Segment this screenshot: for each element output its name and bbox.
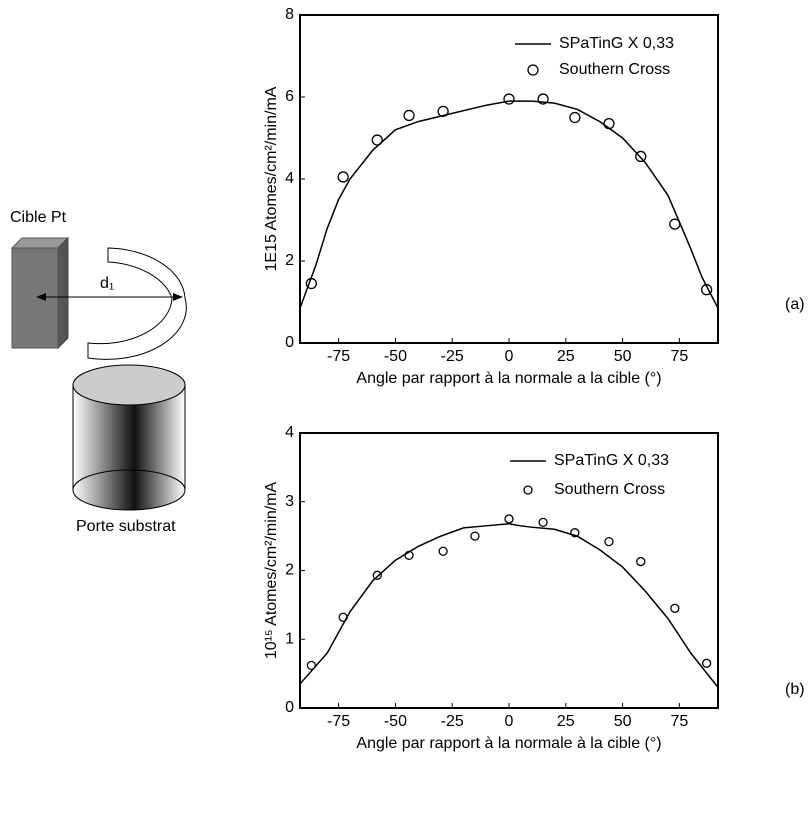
data-point: [437, 105, 449, 117]
x-tick-label: 25: [557, 348, 575, 365]
data-point: [337, 171, 349, 183]
data-point: [306, 660, 317, 671]
data-point: [603, 118, 615, 130]
data-point: [338, 612, 348, 622]
data-point: [403, 109, 415, 122]
x-tick-label: -25: [441, 348, 464, 365]
x-tick-label: -50: [384, 348, 407, 365]
data-point: [636, 556, 646, 567]
x-tick-label: -50: [384, 713, 407, 730]
holder-label: Porte substrat: [76, 518, 176, 535]
arrow-head: [173, 293, 183, 301]
x-tick-label: -75: [327, 348, 350, 365]
holder-body: [72, 384, 186, 511]
target-label: Cible Pt: [10, 209, 67, 226]
series-line: [299, 100, 719, 309]
data-point: [537, 93, 549, 105]
data-point: [372, 570, 382, 580]
data-point: [504, 514, 514, 524]
data-point: [635, 150, 647, 163]
y-tick-label: 0: [285, 699, 294, 716]
y-axis-label: 1E15 Atomes/cm²/min/mA: [263, 86, 280, 271]
data-point: [569, 111, 581, 124]
legend-label: SPaTinG X 0,33: [559, 35, 674, 52]
y-tick-label: 6: [285, 88, 294, 105]
y-tick-label: 0: [285, 334, 294, 351]
y-tick-label: 4: [285, 170, 294, 187]
data-point: [669, 218, 681, 230]
y-tick-label: 2: [285, 562, 294, 579]
diagram: Cible Pt d₁ Porte substrat: [10, 209, 187, 535]
holder-bottom: [72, 469, 186, 491]
y-tick-label: 1: [285, 630, 294, 647]
data-point: [404, 550, 414, 561]
data-point: [503, 93, 515, 105]
legend-label: Southern Cross: [559, 61, 670, 78]
legend-marker: [523, 485, 533, 495]
holder-top: [72, 364, 186, 406]
plot-frame: [299, 432, 719, 709]
y-tick-label: 8: [285, 6, 294, 23]
arrow-head: [36, 293, 46, 301]
y-tick-label: 2: [285, 252, 294, 269]
x-tick-label: 0: [505, 713, 514, 730]
data-point: [305, 277, 318, 290]
data-point: [701, 658, 712, 668]
target: [11, 247, 59, 349]
x-tick-label: 25: [557, 713, 575, 730]
x-axis-label: Angle par rapport à la normale a la cibl…: [356, 370, 661, 387]
x-tick-label: 50: [614, 348, 632, 365]
y-tick-label: 3: [285, 493, 294, 510]
x-tick-label: 75: [670, 713, 688, 730]
y-tick-label: 4: [285, 424, 294, 441]
y-axis-label: 10¹⁵ Atomes/cm²/min/mA: [263, 482, 280, 660]
legend-label: Southern Cross: [554, 481, 665, 498]
substrate-arc: [87, 247, 187, 360]
data-point: [670, 603, 680, 613]
data-point: [371, 134, 383, 146]
x-tick-label: -75: [327, 713, 350, 730]
data-point: [438, 546, 448, 556]
legend-marker: [527, 64, 539, 76]
legend-label: SPaTinG X 0,33: [554, 452, 669, 469]
series-line: [299, 522, 719, 688]
data-point: [538, 517, 548, 528]
data-point: [470, 531, 480, 541]
x-tick-label: 50: [614, 713, 632, 730]
x-axis-label: Angle par rapport à la normale à la cibl…: [356, 735, 661, 752]
x-tick-label: 75: [670, 348, 688, 365]
x-tick-label: -25: [441, 713, 464, 730]
panel-label: (b): [785, 681, 805, 698]
target-side: [57, 236, 69, 350]
data-point: [570, 528, 580, 538]
x-tick-label: 0: [505, 348, 514, 365]
data-point: [700, 284, 713, 296]
data-point: [604, 536, 614, 547]
distance-label: d₁: [100, 275, 114, 292]
panel-label: (a): [785, 296, 805, 313]
